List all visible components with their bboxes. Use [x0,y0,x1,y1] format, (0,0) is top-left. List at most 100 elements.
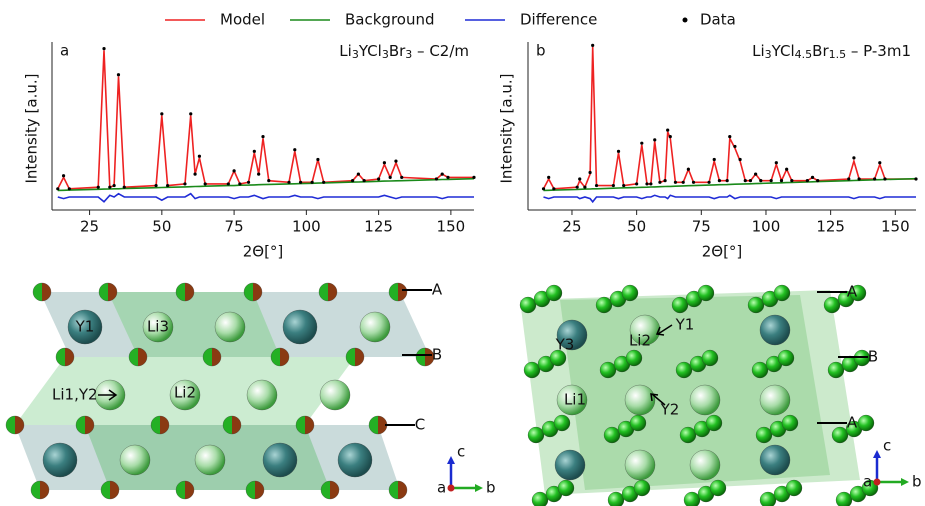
x-tick-label: 25 [80,218,99,236]
axis-a [447,484,455,492]
structure-label: B [432,346,442,364]
structure-label: Li1 [564,391,586,409]
formula: Li3YCl3Br3 – C2/m [339,42,469,62]
atom [603,426,621,444]
atom [831,426,849,444]
axis-label: b [486,479,496,497]
data-point [611,183,615,188]
atom [557,479,575,497]
axis-c-head [873,450,881,458]
axis-label: c [457,443,465,461]
atom [747,296,765,314]
y-axis-label: Intensity [a.u.] [498,74,516,184]
atom [705,414,723,432]
data-point [252,149,256,153]
formula-part: YCl [771,42,795,60]
atom [857,414,875,432]
atom [599,361,617,379]
data-point [622,183,626,188]
data-point [594,183,599,188]
data-point [681,180,685,184]
data-point [261,135,265,139]
atom [595,296,613,314]
atom [759,444,791,476]
data-point [914,177,918,181]
data-point [575,185,579,189]
data-point [779,179,784,183]
data-point [754,172,758,176]
formula-part: Br [389,42,406,60]
data-point [351,179,355,183]
data-point [649,182,653,186]
data-point [102,47,106,51]
data-point [583,185,587,189]
series-line [57,177,475,192]
atom [689,384,721,416]
atom [701,349,719,367]
atom [554,449,586,481]
data-point [847,177,851,181]
data-point [298,180,303,184]
data-point [160,112,164,116]
data-point [588,170,592,175]
data-point [725,179,729,183]
data-point [743,179,747,183]
structure-label: Y3 [555,336,575,354]
label-arrow [98,389,118,401]
atom [98,282,118,302]
axis-label: c [883,437,891,455]
atom [683,491,701,506]
axis-label: b [912,473,922,491]
data-point [122,185,126,189]
data-point [154,183,158,188]
data-point [108,185,112,189]
structure-b: A B A Y1 Y3 Li2 Li1 Y2 ca b [519,283,922,506]
atom [671,296,689,314]
data-point [189,112,193,116]
atom [633,479,651,497]
atom [415,347,435,367]
data-point [774,161,778,165]
x-axis-label: 2Θ[°] [702,243,743,261]
atom [42,442,78,478]
data-point [356,172,360,176]
structure-label: Y1 [75,318,95,336]
data-point [547,175,551,179]
data-point [287,180,291,184]
data-point [790,179,794,183]
data-point [852,156,856,160]
data-point [232,169,236,173]
structure-label: Li1,Y2 [52,386,98,404]
structure-label: B [868,348,878,366]
atom [697,284,715,302]
atom [675,361,693,379]
data-point [238,182,242,186]
data-point [748,179,753,183]
data-point [717,179,722,183]
atom [295,415,315,435]
data-point [310,180,314,184]
data-point [56,187,60,191]
structure-label: Y1 [675,316,695,334]
data-point [668,135,672,139]
series-line [57,50,474,190]
data-point [691,180,696,184]
atom [755,426,773,444]
data-point [666,128,670,132]
atom [169,379,201,411]
series-line [542,46,916,190]
atom [388,480,408,500]
data-point [673,180,678,184]
formula-part: 3 [405,48,412,61]
axis-label: a [863,473,872,491]
formula: Li3YCl4.5Br1.5 – P-3m1 [752,42,911,62]
axis-b-head [901,478,909,486]
data-point [316,157,320,162]
atom [556,319,588,351]
data-point [394,159,398,163]
x-tick-label: 25 [562,218,581,236]
atom [359,311,391,343]
atom [709,479,727,497]
data-point [226,182,230,186]
data-point [183,182,187,186]
